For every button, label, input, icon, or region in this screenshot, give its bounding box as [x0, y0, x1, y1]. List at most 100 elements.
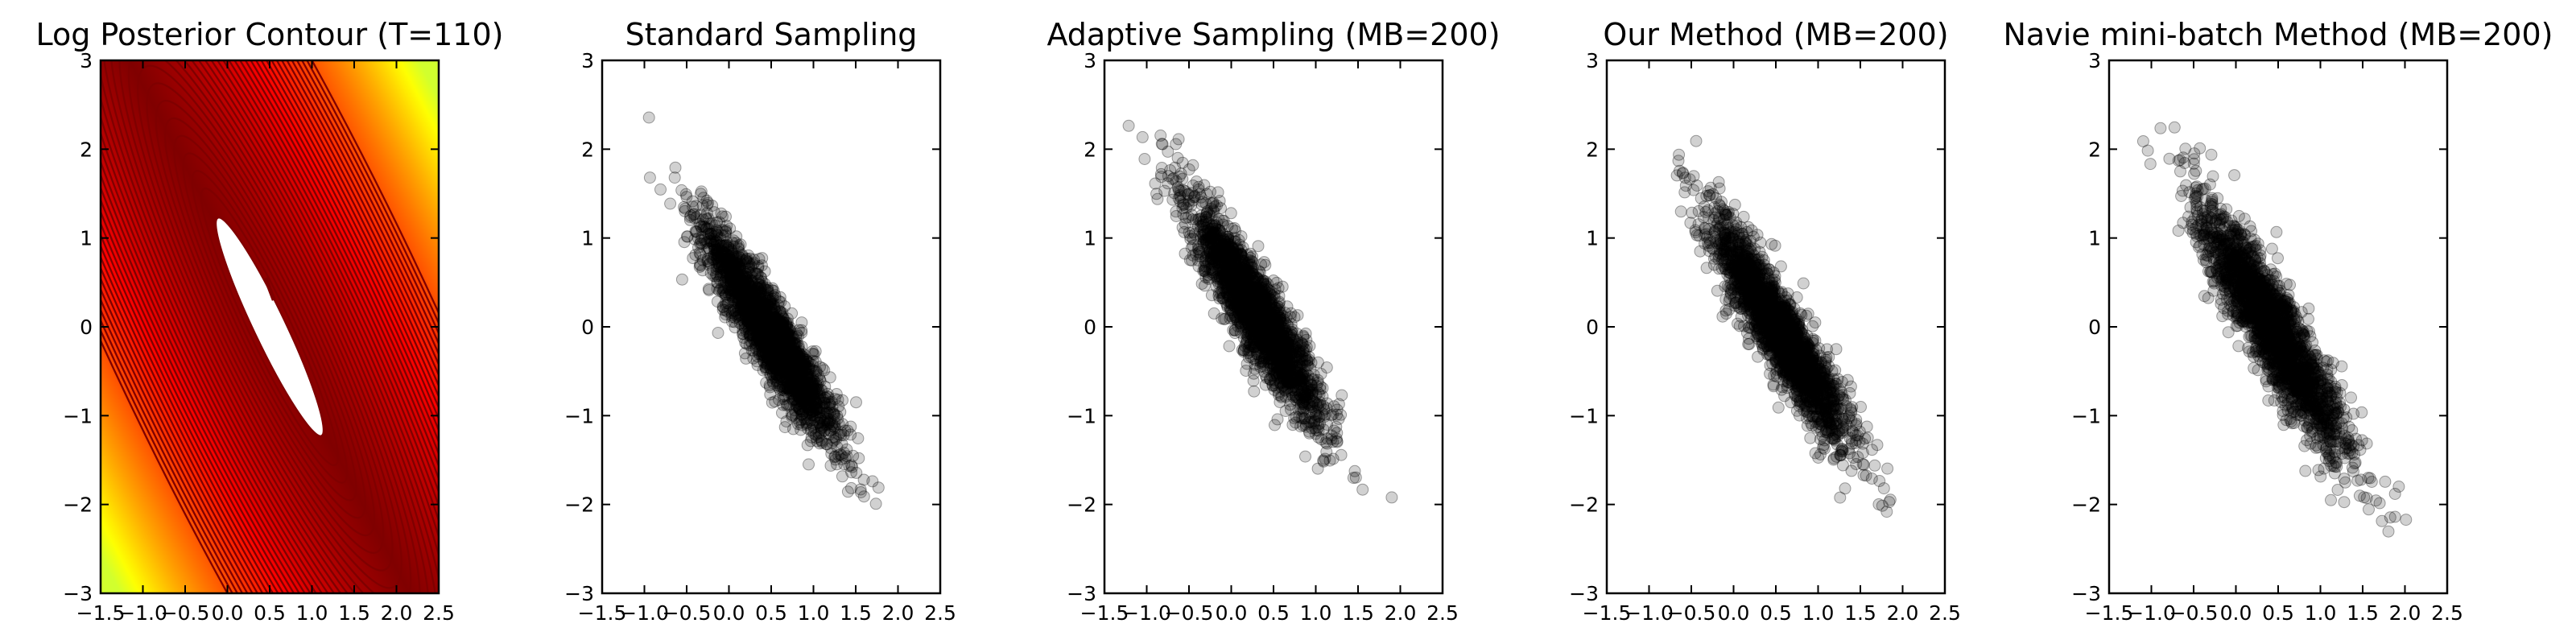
- scatter-point: [811, 403, 824, 416]
- scatter-point: [1288, 369, 1300, 382]
- scatter-point: [753, 330, 766, 343]
- scatter-point: [1208, 219, 1221, 231]
- scatter-point: [760, 341, 773, 353]
- scatter-point: [761, 319, 774, 332]
- scatter-point: [753, 300, 766, 313]
- scatter-point: [819, 391, 832, 404]
- scatter-point: [700, 222, 713, 234]
- scatter-point: [785, 361, 798, 374]
- scatter-point: [787, 375, 800, 388]
- scatter-point: [814, 411, 827, 424]
- scatter-point: [762, 299, 775, 312]
- scatter-point: [758, 349, 771, 362]
- scatter-point: [756, 311, 769, 324]
- contour-line: [101, 60, 439, 593]
- scatter-point: [716, 210, 729, 223]
- scatter-point: [770, 330, 782, 343]
- scatter-point: [778, 363, 791, 376]
- scatter-point: [719, 296, 732, 309]
- scatter-point: [755, 332, 768, 345]
- scatter-point: [753, 307, 766, 320]
- scatter-point: [747, 332, 760, 345]
- scatter-point: [777, 312, 790, 324]
- scatter-point: [782, 341, 795, 353]
- scatter-point: [719, 303, 732, 316]
- contour-line: [155, 100, 385, 554]
- scatter-point: [739, 254, 752, 266]
- scatter-point: [755, 314, 767, 327]
- scatter-point: [684, 209, 697, 222]
- scatter-point: [804, 424, 817, 437]
- scatter-point: [756, 316, 769, 328]
- scatter-point: [783, 363, 796, 376]
- scatter-point: [789, 356, 802, 368]
- scatter-point: [801, 413, 814, 426]
- scatter-point: [770, 358, 783, 371]
- scatter-point: [795, 399, 808, 412]
- scatter-point: [740, 270, 753, 283]
- scatter-point: [716, 245, 729, 258]
- scatter-point: [789, 376, 802, 389]
- scatter-point: [696, 264, 709, 277]
- scatter-point: [715, 269, 728, 282]
- scatter-point: [733, 250, 745, 263]
- scatter-point: [704, 227, 717, 240]
- scatter-point: [1259, 369, 1272, 382]
- scatter-point: [768, 348, 781, 361]
- scatter-point: [769, 320, 782, 333]
- scatter-point: [1183, 198, 1195, 211]
- scatter-point: [828, 416, 841, 429]
- scatter-point: [746, 291, 759, 303]
- scatter-point: [743, 291, 756, 304]
- scatter-point: [795, 413, 808, 426]
- scatter-point: [791, 374, 804, 387]
- scatter-point: [751, 321, 764, 334]
- scatter-point: [723, 265, 736, 278]
- scatter-point: [781, 322, 794, 335]
- scatter-point: [765, 320, 778, 333]
- scatter-point: [798, 371, 811, 384]
- scatter-point: [747, 312, 760, 325]
- scatter-point: [788, 373, 801, 386]
- scatter-point: [740, 253, 753, 266]
- scatter-point: [770, 351, 783, 364]
- scatter-point: [781, 386, 794, 398]
- scatter-point: [723, 288, 736, 301]
- scatter-point: [817, 416, 830, 429]
- scatter-point: [704, 228, 717, 241]
- scatter-point: [745, 319, 758, 331]
- scatter-point: [783, 338, 795, 351]
- scatter-point: [766, 335, 778, 347]
- scatter-point: [770, 339, 782, 352]
- scatter-point: [781, 345, 794, 357]
- scatter-point: [689, 225, 702, 237]
- scatter-point: [747, 307, 760, 319]
- scatter-point: [1192, 243, 1205, 256]
- scatter-point: [720, 254, 733, 266]
- scatter-point: [765, 324, 778, 336]
- scatter-point: [743, 267, 756, 279]
- scatter-point: [808, 386, 821, 399]
- scatter-point: [761, 359, 774, 371]
- scatter-point: [811, 397, 824, 410]
- scatter-point: [719, 229, 732, 242]
- scatter-point: [761, 361, 774, 374]
- y-tick-label: 2: [80, 138, 93, 161]
- scatter-point: [712, 255, 725, 268]
- scatter-point: [783, 340, 795, 353]
- scatter-point: [756, 349, 768, 361]
- scatter-point: [762, 281, 774, 294]
- scatter-point: [752, 294, 765, 307]
- scatter-point: [1312, 398, 1325, 411]
- scatter-point: [753, 345, 766, 357]
- scatter-point: [798, 365, 811, 378]
- scatter-point: [1258, 351, 1271, 364]
- scatter-point: [774, 363, 787, 376]
- x-tick-label: 0.0: [713, 601, 745, 625]
- scatter-point: [828, 393, 841, 406]
- scatter-point: [1200, 188, 1213, 200]
- scatter-point: [816, 402, 829, 415]
- scatter-point: [804, 362, 817, 375]
- scatter-point: [794, 403, 807, 416]
- x-tick-label: 1.0: [1300, 601, 1332, 625]
